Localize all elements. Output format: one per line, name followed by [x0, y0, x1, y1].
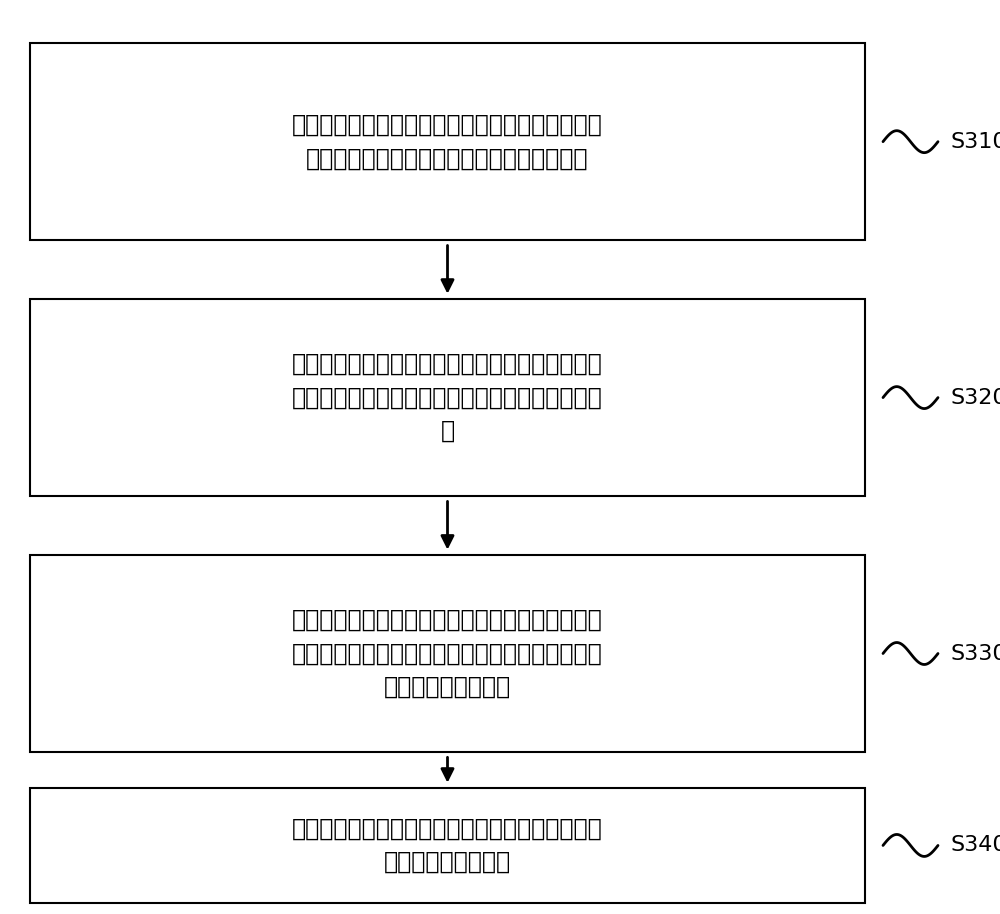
Text: S340: S340 — [950, 835, 1000, 856]
FancyBboxPatch shape — [30, 300, 865, 495]
Text: S320: S320 — [950, 388, 1000, 408]
FancyBboxPatch shape — [30, 44, 865, 240]
FancyBboxPatch shape — [30, 788, 865, 903]
Text: 将编码字段按照与预设编码方式相对应的解码方式
进行解码，并确定解码出来的字段为目标显示设备
的无线热点登录密码: 将编码字段按照与预设编码方式相对应的解码方式 进行解码，并确定解码出来的字段为目… — [292, 608, 603, 699]
Text: S310: S310 — [950, 132, 1000, 152]
Text: S330: S330 — [950, 643, 1000, 664]
Text: 获取无线热点名称中的编码字段，编码字段为无线
热点登录密码按照预设编码方式进行编码得到的字
段: 获取无线热点名称中的编码字段，编码字段为无线 热点登录密码按照预设编码方式进行编… — [292, 352, 603, 443]
FancyBboxPatch shape — [30, 556, 865, 751]
Text: 根据无线热点名称与无线热点登录密码建立与目标
显示设备的无线连接: 根据无线热点名称与无线热点登录密码建立与目标 显示设备的无线连接 — [292, 817, 603, 874]
Text: 根据预设字段搜索并获取目标显示设备的无线热点
名称，无线热点名称包括预设字段和编码字段: 根据预设字段搜索并获取目标显示设备的无线热点 名称，无线热点名称包括预设字段和编… — [292, 113, 603, 170]
